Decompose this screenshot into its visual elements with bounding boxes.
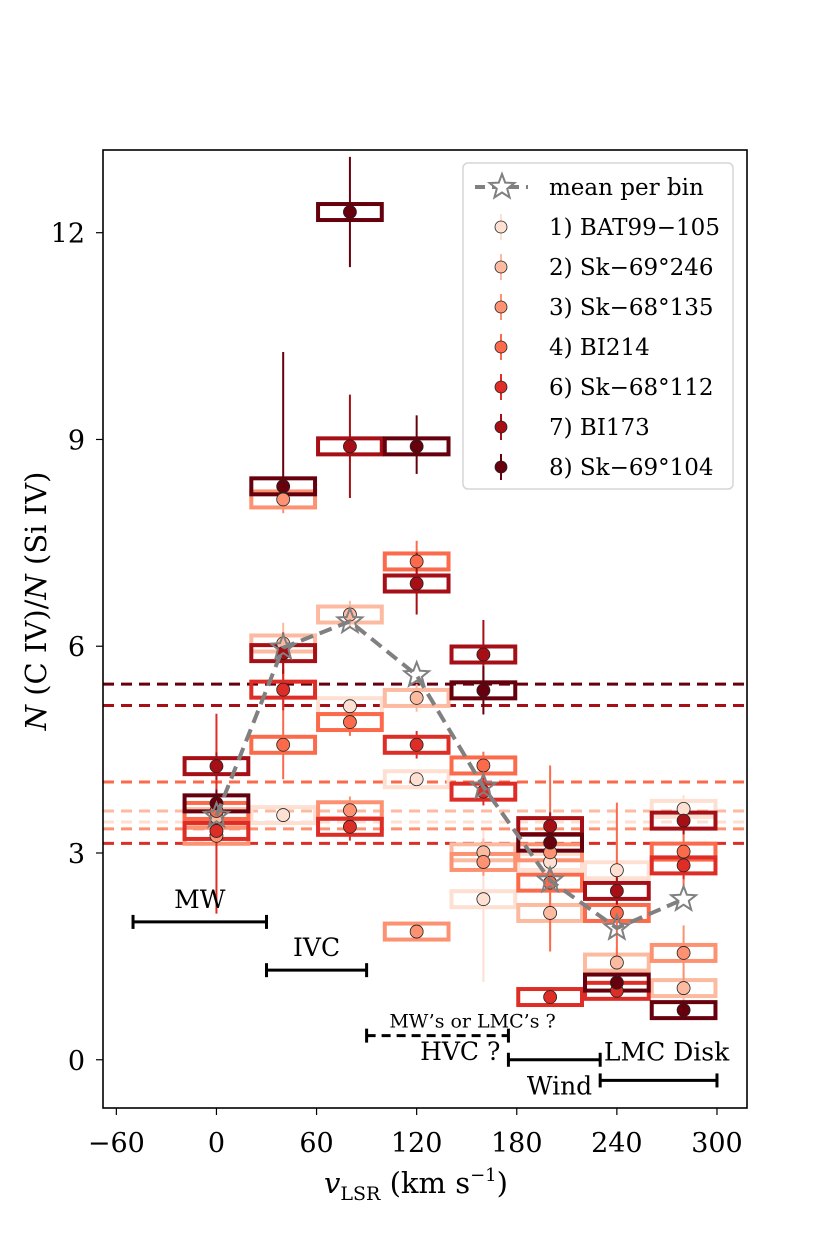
legend-label: 4) BI214 bbox=[549, 335, 650, 361]
plot-area: MW IVC MW’s or LMC’s ? HVC ? Wind LMC Disk bbox=[103, 156, 747, 1100]
legend-label: 2) Sk−69°246 bbox=[549, 255, 714, 281]
data-point bbox=[543, 990, 558, 1004]
legend-marker bbox=[494, 220, 508, 234]
legend-marker bbox=[494, 340, 508, 354]
data-point bbox=[676, 946, 691, 960]
data-point bbox=[676, 801, 691, 816]
legend-marker bbox=[494, 300, 508, 314]
legend-marker bbox=[494, 380, 508, 394]
bin-box bbox=[382, 921, 451, 942]
legend-marker bbox=[494, 460, 508, 474]
data-point bbox=[343, 819, 357, 834]
range-label: MW’s or LMC’s ? bbox=[389, 1011, 555, 1033]
data-point bbox=[276, 492, 291, 507]
data-point bbox=[276, 808, 291, 822]
legend-star-icon bbox=[486, 171, 518, 200]
range-label: IVC bbox=[293, 933, 340, 962]
data-point bbox=[276, 737, 291, 752]
mean-star-marker bbox=[601, 912, 632, 941]
x-tick-label: 300 bbox=[691, 1128, 743, 1159]
legend-label: 8) Sk−69°104 bbox=[549, 455, 714, 481]
mean-star-marker bbox=[334, 605, 365, 635]
data-point bbox=[476, 647, 491, 662]
data-point bbox=[276, 479, 291, 494]
x-tick-label: 0 bbox=[208, 1128, 225, 1159]
range-label: Wind bbox=[527, 1071, 592, 1100]
mean-star-marker bbox=[535, 864, 566, 894]
mean-star-marker bbox=[668, 883, 699, 912]
y-tick-label: 6 bbox=[68, 632, 85, 663]
bin-box bbox=[249, 805, 318, 826]
bin-box bbox=[516, 987, 584, 1008]
data-point bbox=[543, 819, 558, 834]
legend-marker bbox=[494, 420, 508, 434]
data-point bbox=[676, 1003, 691, 1018]
data-point bbox=[543, 835, 558, 850]
mean-star-marker bbox=[401, 659, 432, 688]
legend-label: 7) BI173 bbox=[549, 415, 650, 441]
data-point bbox=[676, 844, 691, 859]
x-tick-label: 60 bbox=[299, 1128, 333, 1159]
data-point bbox=[476, 855, 491, 869]
x-tick-label: 180 bbox=[491, 1128, 543, 1159]
legend-marker bbox=[494, 260, 508, 274]
x-tick-label: 240 bbox=[591, 1128, 643, 1159]
legend-label-mean: mean per bin bbox=[549, 175, 704, 201]
range-label: MW bbox=[174, 885, 226, 914]
y-tick-label: 0 bbox=[68, 1046, 85, 1077]
mean-star-marker bbox=[268, 631, 299, 661]
range-label: LMC Disk bbox=[604, 1037, 730, 1066]
y-axis-label: N (C IV)/N (Si IV) bbox=[19, 472, 53, 732]
data-point bbox=[609, 975, 624, 990]
data-point bbox=[343, 205, 357, 219]
x-axis-label: vLSR (km s−1) bbox=[324, 1165, 508, 1205]
bin-box bbox=[649, 1000, 718, 1021]
data-point bbox=[543, 906, 558, 920]
plot-frame bbox=[102, 149, 748, 1109]
legend-label: 1) BAT99−105 bbox=[549, 215, 720, 241]
data-point bbox=[409, 691, 424, 705]
data-point bbox=[676, 981, 691, 995]
mean-star-marker bbox=[468, 770, 499, 800]
y-tick-label: 12 bbox=[51, 219, 85, 250]
mean-star-marker bbox=[201, 799, 232, 829]
data-point bbox=[409, 737, 424, 752]
legend-box bbox=[462, 162, 734, 490]
axes: −60 0 60 120 180 240 300 0 3 6 9 12 vLSR (km s−1) N (… bbox=[19, 149, 748, 1205]
data-point bbox=[343, 803, 357, 818]
data-point bbox=[409, 576, 424, 591]
data-point bbox=[343, 439, 357, 454]
data-point bbox=[409, 439, 424, 454]
data-point bbox=[209, 824, 224, 838]
y-tick-label: 3 bbox=[68, 839, 85, 870]
data-point bbox=[609, 883, 624, 898]
x-tick-label: 120 bbox=[391, 1128, 443, 1159]
legend-label: 6) Sk−68°112 bbox=[549, 375, 714, 401]
data-point bbox=[343, 699, 357, 714]
data-point bbox=[409, 772, 424, 787]
data-point bbox=[209, 759, 224, 774]
bin-box bbox=[382, 769, 451, 790]
data-point bbox=[609, 863, 624, 878]
data-point bbox=[343, 715, 357, 729]
data-point bbox=[676, 813, 691, 828]
y-tick-label: 9 bbox=[68, 425, 85, 456]
legend: mean per bin 1) BAT99−105 2) Sk−69°246 3) S… bbox=[462, 162, 734, 490]
data-point bbox=[609, 955, 624, 970]
data-point bbox=[476, 892, 491, 907]
data-point bbox=[476, 758, 491, 773]
data-point bbox=[276, 682, 291, 697]
x-tick-label: −60 bbox=[88, 1128, 145, 1159]
range-label: HVC ? bbox=[420, 1037, 500, 1066]
data-point bbox=[409, 924, 424, 939]
plot-clip-group: MW IVC MW’s or LMC’s ? HVC ? Wind LMC Disk bbox=[103, 156, 747, 1100]
data-point bbox=[676, 858, 691, 873]
legend-label: 3) Sk−68°135 bbox=[549, 295, 714, 321]
data-point bbox=[409, 554, 424, 569]
data-point bbox=[476, 683, 491, 698]
